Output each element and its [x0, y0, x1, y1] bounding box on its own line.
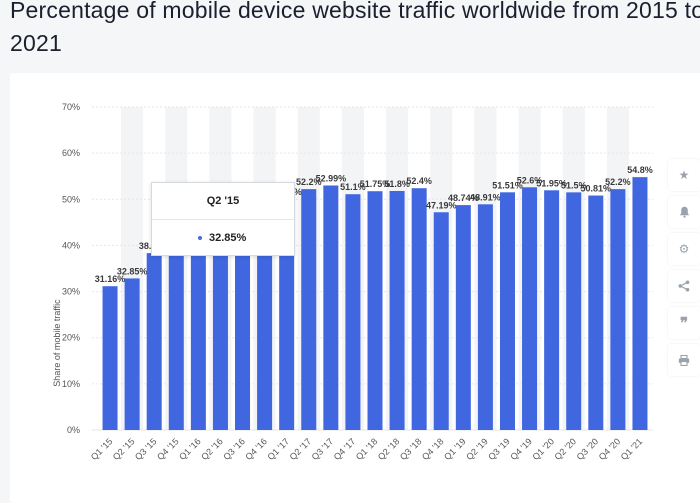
x-tick-label: Q3 '16: [221, 436, 247, 462]
bar: [499, 192, 515, 430]
star-icon: ★: [678, 168, 690, 182]
tooltip-value: 32.85%: [209, 232, 247, 244]
bar: [323, 185, 339, 430]
bar: [522, 187, 538, 430]
x-tick-label: Q3 '20: [575, 436, 601, 462]
bar: [301, 189, 317, 430]
bar: [124, 278, 140, 430]
bar: [168, 252, 184, 430]
data-label: 52.2%: [605, 177, 631, 187]
bell-icon: [679, 206, 689, 218]
y-tick-label: 30%: [62, 287, 80, 297]
share-icon: [678, 280, 690, 292]
bar: [190, 247, 206, 430]
bar: [235, 223, 251, 430]
chart-tooltip: Q2 '15 32.85%: [151, 182, 295, 256]
x-tick-label: Q3 '19: [486, 436, 512, 462]
y-tick-label: 70%: [62, 102, 80, 112]
bar: [610, 189, 626, 430]
x-tick-label: Q2 '19: [464, 436, 490, 462]
x-tick-label: Q1 '17: [265, 436, 291, 462]
bar: [455, 205, 471, 430]
bar: [632, 177, 648, 430]
bar: [146, 253, 162, 430]
tooltip-header: Q2 '15: [152, 183, 294, 220]
x-tick-label: Q1 '15: [89, 436, 115, 462]
data-label: 51.95%: [536, 178, 567, 188]
y-tick-label: 20%: [62, 333, 80, 343]
data-label: 51.8%: [384, 179, 410, 189]
bar: [257, 206, 273, 430]
page-title: Percentage of mobile device website traf…: [10, 0, 700, 56]
y-tick-label: 10%: [62, 379, 80, 389]
x-tick-label: Q4 '19: [508, 436, 534, 462]
x-tick-label: Q1 '18: [354, 436, 380, 462]
x-tick-label: Q4 '16: [243, 436, 269, 462]
data-label: 52.2%: [296, 177, 322, 187]
quote-icon: ❞: [679, 315, 689, 332]
bar: [411, 188, 427, 430]
star-button[interactable]: ★: [668, 159, 700, 191]
x-tick-label: Q2 '16: [199, 436, 225, 462]
notification-button[interactable]: [668, 196, 700, 228]
bar: [588, 195, 604, 430]
y-tick-label: 50%: [62, 194, 80, 204]
data-label: 51.5%: [561, 180, 587, 190]
bar-chart: 0% 10% 20% 30% 40% 50% 60% 70% 31.16% Q1 '15 32.85…: [62, 102, 653, 462]
chart-toolbar: ★ ⚙ ❞: [668, 159, 700, 381]
bar: [212, 235, 228, 430]
gear-icon: ⚙: [678, 242, 690, 256]
bar: [477, 204, 493, 430]
data-label: 52.6%: [517, 175, 543, 185]
x-tick-label: Q4 '20: [597, 436, 623, 462]
x-tick-label: Q1 '21: [619, 436, 645, 462]
bar: [102, 286, 118, 430]
x-tick-label: Q1 '20: [530, 436, 556, 462]
y-tick-label: 40%: [62, 240, 80, 250]
data-label: 51.75%: [360, 179, 391, 189]
share-button[interactable]: [668, 270, 700, 302]
x-tick-label: Q2 '15: [111, 436, 137, 462]
bar: [566, 192, 582, 430]
x-tick-label: Q4 '18: [420, 436, 446, 462]
data-label: 51.1%: [340, 182, 366, 192]
y-axis-title: Share of mobile traffic: [52, 299, 62, 387]
tooltip-body: 32.85%: [152, 220, 294, 256]
print-button[interactable]: [668, 344, 700, 376]
data-label: 52.4%: [406, 176, 432, 186]
data-label: 54.8%: [627, 165, 653, 175]
x-tick-label: Q4 '15: [155, 436, 181, 462]
settings-button[interactable]: ⚙: [668, 233, 700, 265]
data-label: 50.81%: [581, 184, 612, 194]
print-icon: [678, 354, 690, 366]
x-tick-label: Q1 '19: [442, 436, 468, 462]
data-label: 52.99%: [316, 173, 347, 183]
bar: [389, 190, 405, 430]
x-tick-label: Q3 '15: [133, 436, 159, 462]
x-tick-label: Q3 '17: [310, 436, 336, 462]
bar: [345, 194, 361, 430]
data-label: 48.91%: [470, 192, 501, 202]
y-tick-label: 0%: [67, 425, 80, 435]
x-tick-label: Q3 '18: [398, 436, 424, 462]
chart-card: 0% 10% 20% 30% 40% 50% 60% 70% 31.16% Q1 '15 32.85…: [10, 73, 700, 503]
bar: [367, 191, 383, 430]
x-tick-label: Q2 '18: [376, 436, 402, 462]
x-tick-label: Q2 '17: [288, 436, 314, 462]
data-label: 48.74%: [448, 193, 479, 203]
x-tick-label: Q1 '16: [177, 436, 203, 462]
data-label: 32.85%: [117, 266, 148, 276]
bar: [544, 190, 560, 430]
data-label: 47.19%: [426, 200, 457, 210]
cite-button[interactable]: ❞: [668, 307, 700, 339]
series-dot-icon: [198, 236, 202, 241]
y-tick-label: 60%: [62, 148, 80, 158]
data-label: 31.16%: [95, 274, 126, 284]
x-tick-label: Q4 '17: [332, 436, 358, 462]
bar: [433, 212, 449, 430]
x-tick-label: Q2 '20: [553, 436, 579, 462]
data-label: 51.51%: [492, 180, 523, 190]
bar: [279, 199, 295, 430]
